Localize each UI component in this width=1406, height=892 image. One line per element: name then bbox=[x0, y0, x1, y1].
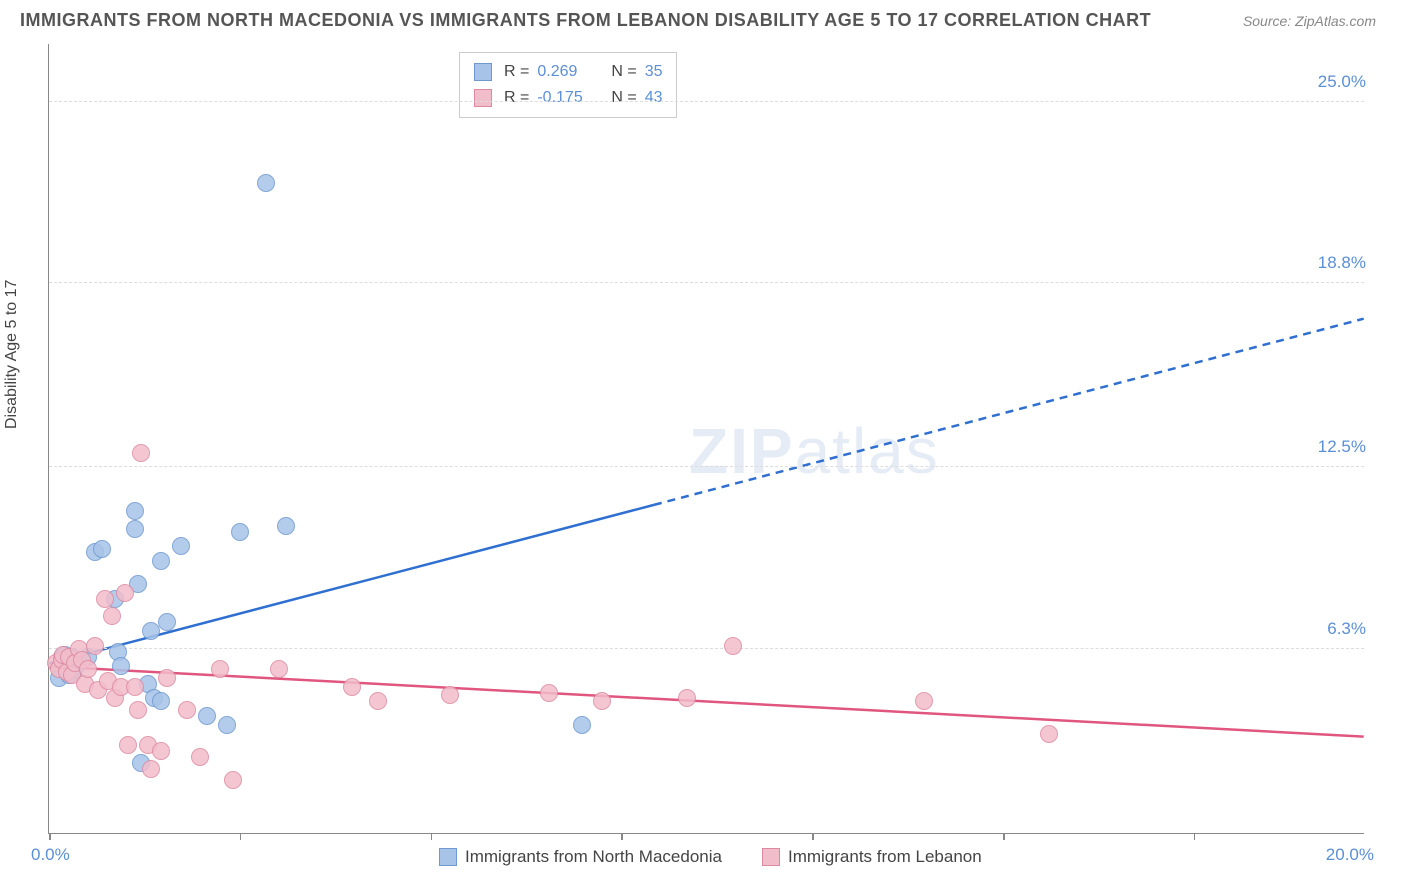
data-point bbox=[218, 716, 236, 734]
watermark: ZIPatlas bbox=[689, 414, 940, 488]
data-point bbox=[369, 692, 387, 710]
legend-item-series-1: Immigrants from North Macedonia bbox=[439, 847, 722, 867]
gridline bbox=[49, 466, 1364, 467]
data-point bbox=[103, 607, 121, 625]
legend-item-series-2: Immigrants from Lebanon bbox=[762, 847, 982, 867]
data-point bbox=[441, 686, 459, 704]
correlation-legend: R = 0.269 N = 35 R = -0.175 N = 43 bbox=[459, 52, 677, 118]
data-point bbox=[112, 657, 130, 675]
chart-area: ZIPatlas R = 0.269 N = 35 R = -0.175 N =… bbox=[48, 44, 1364, 834]
x-tick bbox=[1003, 833, 1005, 840]
x-tick bbox=[240, 833, 242, 840]
data-point bbox=[915, 692, 933, 710]
swatch-series-1-icon bbox=[439, 848, 457, 866]
data-point bbox=[93, 540, 111, 558]
data-point bbox=[152, 552, 170, 570]
x-tick bbox=[621, 833, 623, 840]
data-point bbox=[724, 637, 742, 655]
x-tick bbox=[49, 833, 51, 840]
data-point bbox=[96, 590, 114, 608]
data-point bbox=[129, 701, 147, 719]
data-point bbox=[132, 444, 150, 462]
data-point bbox=[142, 622, 160, 640]
x-tick bbox=[812, 833, 814, 840]
legend-label-series-2: Immigrants from Lebanon bbox=[788, 847, 982, 867]
data-point bbox=[231, 523, 249, 541]
data-point bbox=[257, 174, 275, 192]
data-point bbox=[593, 692, 611, 710]
gridline bbox=[49, 648, 1364, 649]
data-point bbox=[343, 678, 361, 696]
data-point bbox=[191, 748, 209, 766]
legend-row-series-2: R = -0.175 N = 43 bbox=[474, 85, 662, 111]
swatch-series-1 bbox=[474, 63, 492, 81]
data-point bbox=[126, 520, 144, 538]
data-point bbox=[172, 537, 190, 555]
gridline bbox=[49, 101, 1364, 102]
chart-source: Source: ZipAtlas.com bbox=[1243, 13, 1376, 29]
data-point bbox=[126, 502, 144, 520]
chart-title: IMMIGRANTS FROM NORTH MACEDONIA VS IMMIG… bbox=[20, 10, 1151, 31]
y-axis-label: Disability Age 5 to 17 bbox=[3, 280, 21, 429]
y-tick-label: 6.3% bbox=[1325, 619, 1368, 639]
data-point bbox=[270, 660, 288, 678]
data-point bbox=[119, 736, 137, 754]
series-legend: Immigrants from North Macedonia Immigran… bbox=[439, 847, 982, 867]
data-point bbox=[142, 760, 160, 778]
x-tick bbox=[431, 833, 433, 840]
swatch-series-2-icon bbox=[762, 848, 780, 866]
x-axis-min-label: 0.0% bbox=[31, 845, 70, 865]
gridline bbox=[49, 282, 1364, 283]
data-point bbox=[152, 742, 170, 760]
data-point bbox=[86, 637, 104, 655]
y-tick-label: 18.8% bbox=[1316, 253, 1368, 273]
data-point bbox=[126, 678, 144, 696]
data-point bbox=[224, 771, 242, 789]
y-tick-label: 25.0% bbox=[1316, 72, 1368, 92]
data-point bbox=[158, 613, 176, 631]
data-point bbox=[211, 660, 229, 678]
scatter-plot: ZIPatlas R = 0.269 N = 35 R = -0.175 N =… bbox=[48, 44, 1364, 834]
data-point bbox=[152, 692, 170, 710]
data-point bbox=[1040, 725, 1058, 743]
data-point bbox=[198, 707, 216, 725]
data-point bbox=[678, 689, 696, 707]
data-point bbox=[116, 584, 134, 602]
data-point bbox=[540, 684, 558, 702]
chart-header: IMMIGRANTS FROM NORTH MACEDONIA VS IMMIG… bbox=[0, 0, 1406, 37]
x-tick bbox=[1194, 833, 1196, 840]
y-tick-label: 12.5% bbox=[1316, 437, 1368, 457]
legend-label-series-1: Immigrants from North Macedonia bbox=[465, 847, 722, 867]
data-point bbox=[79, 660, 97, 678]
legend-row-series-1: R = 0.269 N = 35 bbox=[474, 59, 662, 85]
data-point bbox=[277, 517, 295, 535]
swatch-series-2 bbox=[474, 89, 492, 107]
x-axis-max-label: 20.0% bbox=[1326, 845, 1374, 865]
data-point bbox=[178, 701, 196, 719]
data-point bbox=[573, 716, 591, 734]
data-point bbox=[158, 669, 176, 687]
